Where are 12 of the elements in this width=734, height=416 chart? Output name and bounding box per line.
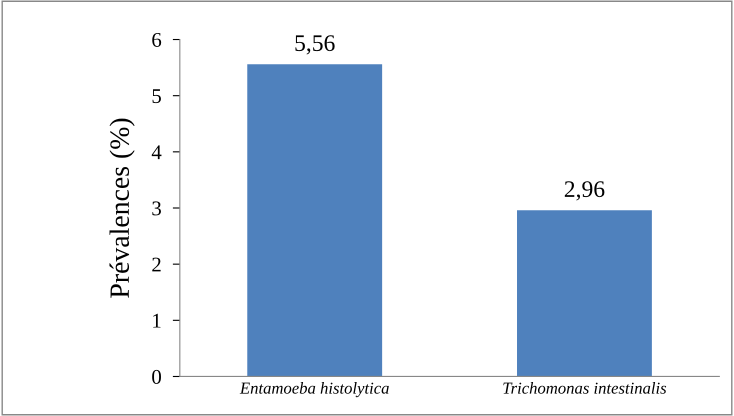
data-label: 2,96 bbox=[564, 181, 604, 201]
y-tick-label: 6 bbox=[152, 32, 162, 47]
y-tick-label: 2 bbox=[152, 258, 161, 272]
x-tick-label: Trichomonas intestinalis bbox=[503, 382, 666, 394]
y-tick-label: 1 bbox=[153, 314, 161, 328]
y-axis-title: Prévalences (%) bbox=[109, 118, 135, 298]
y-tick-label: 5 bbox=[152, 89, 161, 104]
x-tick-label: Entamoeba histolytica bbox=[240, 382, 389, 398]
data-label: 5,56 bbox=[295, 35, 335, 54]
y-tick-label: 4 bbox=[152, 145, 162, 160]
y-tick-label: 0 bbox=[152, 370, 161, 384]
y-tick-label: 3 bbox=[152, 201, 161, 216]
